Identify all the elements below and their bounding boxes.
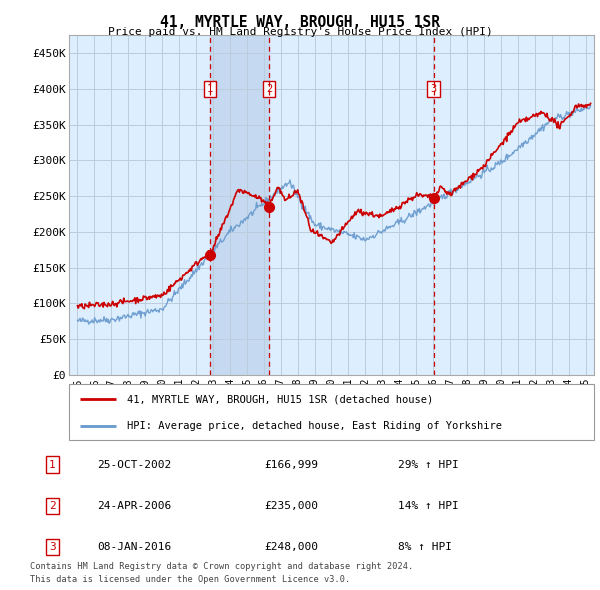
Text: Price paid vs. HM Land Registry's House Price Index (HPI): Price paid vs. HM Land Registry's House … [107, 27, 493, 37]
Text: £166,999: £166,999 [265, 460, 319, 470]
Text: 25-OCT-2002: 25-OCT-2002 [97, 460, 171, 470]
Text: 08-JAN-2016: 08-JAN-2016 [97, 542, 171, 552]
Text: Contains HM Land Registry data © Crown copyright and database right 2024.: Contains HM Land Registry data © Crown c… [30, 562, 413, 571]
Text: 8% ↑ HPI: 8% ↑ HPI [398, 542, 452, 552]
Text: 2: 2 [266, 84, 272, 94]
Text: 29% ↑ HPI: 29% ↑ HPI [398, 460, 459, 470]
Text: 1: 1 [207, 84, 213, 94]
FancyBboxPatch shape [69, 384, 594, 440]
Text: 1: 1 [49, 460, 56, 470]
Text: 41, MYRTLE WAY, BROUGH, HU15 1SR (detached house): 41, MYRTLE WAY, BROUGH, HU15 1SR (detach… [127, 394, 433, 404]
Text: £248,000: £248,000 [265, 542, 319, 552]
Text: 24-APR-2006: 24-APR-2006 [97, 501, 171, 511]
Text: HPI: Average price, detached house, East Riding of Yorkshire: HPI: Average price, detached house, East… [127, 421, 502, 431]
Text: 14% ↑ HPI: 14% ↑ HPI [398, 501, 459, 511]
Text: 3: 3 [49, 542, 56, 552]
Text: £235,000: £235,000 [265, 501, 319, 511]
Text: This data is licensed under the Open Government Licence v3.0.: This data is licensed under the Open Gov… [30, 575, 350, 584]
Text: 41, MYRTLE WAY, BROUGH, HU15 1SR: 41, MYRTLE WAY, BROUGH, HU15 1SR [160, 15, 440, 30]
Text: 3: 3 [430, 84, 437, 94]
Bar [210, 35, 269, 375]
Text: 2: 2 [49, 501, 56, 511]
